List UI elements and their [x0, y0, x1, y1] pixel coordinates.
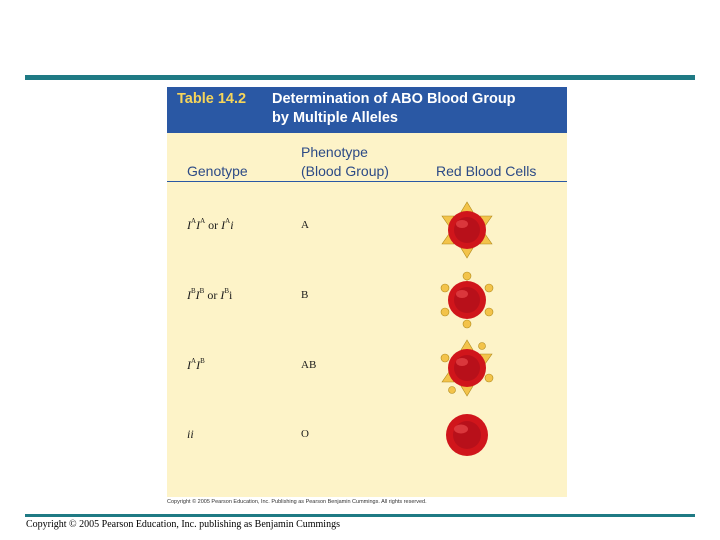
table-number: Table 14.2: [177, 91, 247, 107]
table-title-bar: Table 14.2 Determination of ABO Blood Gr…: [167, 87, 567, 133]
phenotype-row-a: A: [301, 219, 309, 231]
table-image-copyright: Copyright © 2005 Pearson Education, Inc.…: [167, 497, 567, 508]
phenotype-row-ab: AB: [301, 359, 317, 371]
top-divider: [25, 75, 695, 80]
red-cell-type-o-image: [446, 414, 488, 456]
genotype-row-o: ii: [187, 427, 194, 441]
header-phenotype: Phenotype: [301, 144, 368, 160]
bottom-divider: [25, 514, 695, 517]
genotype-row-ab: IAIB: [187, 357, 205, 372]
header-red-blood-cells: Red Blood Cells: [436, 163, 537, 179]
header-genotype: Genotype: [187, 163, 248, 179]
phenotype-row-b: B: [301, 289, 309, 301]
header-blood-group: (Blood Group): [301, 163, 389, 179]
red-cell-type-ab-image: [440, 339, 494, 397]
genotype-row-a: IAIA or IAi: [187, 217, 234, 232]
table-title-line-2: by Multiple Alleles: [272, 110, 398, 126]
table-title-line-1: Determination of ABO Blood Group: [272, 91, 516, 107]
red-cell-type-a-image: [441, 201, 493, 259]
phenotype-row-o: O: [301, 428, 309, 440]
footer-copyright: Copyright © 2005 Pearson Education, Inc.…: [26, 519, 340, 530]
genotype-row-b: IBIB or IBi: [187, 287, 233, 302]
header-divider: [167, 181, 567, 182]
red-cell-type-b-image: [440, 271, 494, 329]
blood-group-table: Table 14.2 Determination of ABO Blood Gr…: [167, 87, 567, 508]
